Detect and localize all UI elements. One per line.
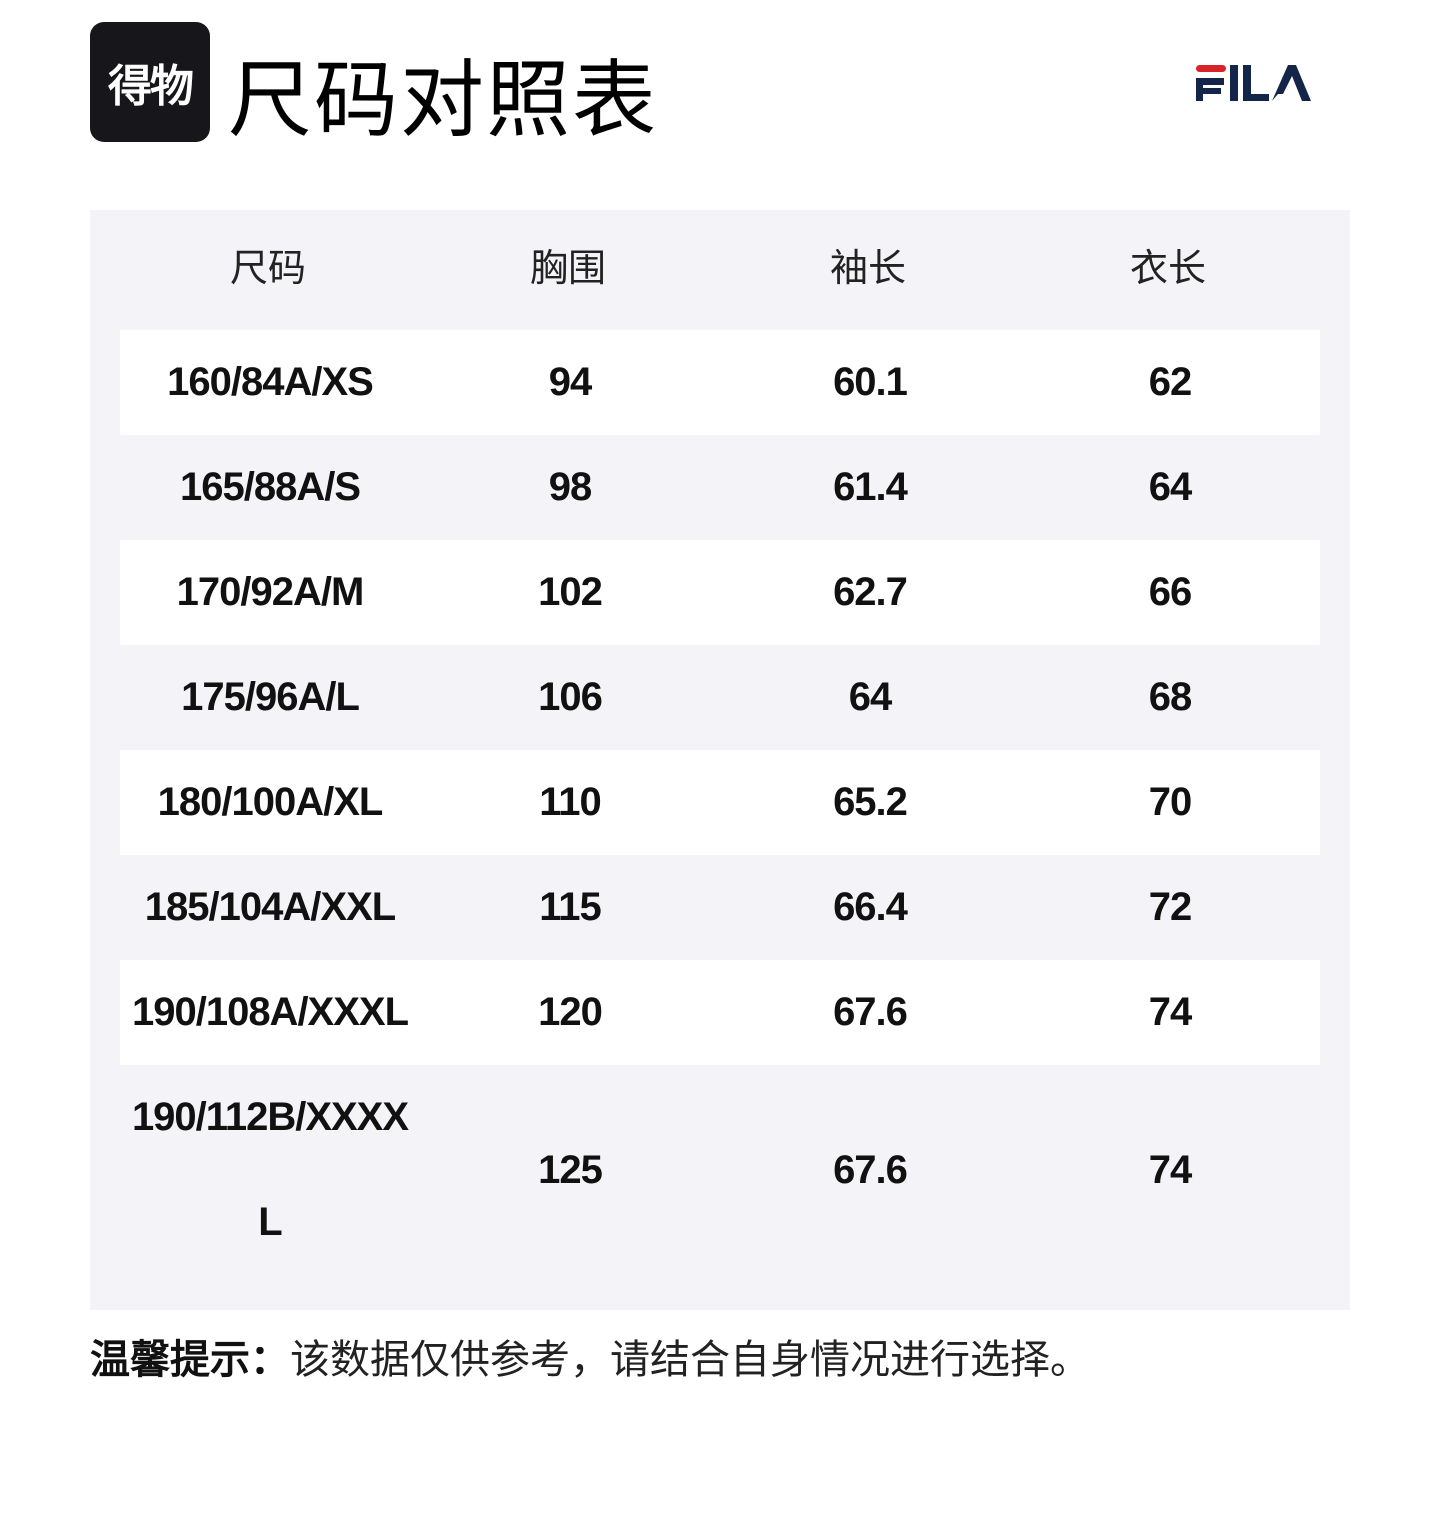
cell-chest: 102 [420,540,720,645]
cell-sleeve: 66.4 [720,855,1020,960]
cell-size: 175/96A/L [120,645,420,750]
cell-length: 74 [1020,1065,1320,1275]
cell-value: 66 [1148,570,1192,614]
cell-value: 190/108A/XXXL [131,990,409,1034]
cell-value: 98 [548,465,592,509]
cell-chest: 98 [420,435,720,540]
cell-sleeve: 64 [720,645,1020,750]
cell-size: 190/112B/XXXXL [120,1065,420,1275]
fila-logo [1196,65,1311,101]
cell-sleeve: 61.4 [720,435,1020,540]
table-row: 185/104A/XXL 115 66.4 72 [120,855,1320,960]
table-row: 160/84A/XS 94 60.1 62 [120,330,1320,435]
column-header-sleeve: 袖长 [829,246,906,290]
cell-size: 170/92A/M [120,540,420,645]
cell-sleeve: 65.2 [720,750,1020,855]
cell-value: 74 [1148,990,1192,1034]
cell-value: 64 [1148,465,1192,509]
cell-value: 185/104A/XXL [144,885,396,929]
cell-sleeve: 60.1 [720,330,1020,435]
logo-text: 得物 [108,61,194,112]
footer-text: 该数据仅供参考，请结合自身情况进行选择。 [290,1337,1090,1383]
cell-value: 64 [848,675,892,719]
cell-value: 165/88A/S [179,465,361,509]
cell-value: 61.4 [833,465,908,509]
cell-chest: 115 [420,855,720,960]
cell-value: 72 [1148,885,1192,929]
cell-length: 72 [1020,855,1320,960]
cell-value: 106 [538,675,603,719]
cell-length: 68 [1020,645,1320,750]
cell-value: 60.1 [833,360,908,404]
cell-size: 165/88A/S [120,435,420,540]
cell-value: 94 [548,360,592,404]
column-header-chest: 胸围 [529,246,606,290]
cell-chest: 120 [420,960,720,1065]
cell-value: 120 [538,990,603,1034]
table-row: 190/112B/XXXXL 125 67.6 74 [120,1065,1320,1275]
table-header: 尺码 胸围 袖长 衣长 [118,210,1318,330]
cell-value: 170/92A/M [176,570,365,614]
cell-value: 70 [1148,780,1192,824]
column-header-length: 衣长 [1129,246,1206,290]
cell-chest: 106 [420,645,720,750]
cell-size: 185/104A/XXL [120,855,420,960]
cell-sleeve: 67.6 [720,1065,1020,1275]
page-title: 尺码对照表 [228,51,659,149]
cell-chest: 94 [420,330,720,435]
cell-sleeve: 62.7 [720,540,1020,645]
cell-length: 70 [1020,750,1320,855]
cell-value: 62.7 [833,570,908,614]
cell-chest: 125 [420,1065,720,1275]
cell-length: 62 [1020,330,1320,435]
cell-value: 65.2 [833,780,908,824]
cell-value: 102 [538,570,603,614]
cell-value: 160/84A/XS [167,360,374,404]
cell-value: 67.6 [833,990,908,1034]
table-row: 175/96A/L 106 64 68 [120,645,1320,750]
cell-value: 110 [539,780,602,824]
cell-value: 62 [1148,360,1192,404]
cell-value: 66.4 [833,885,908,929]
cell-value: 125 [538,1147,603,1192]
cell-value: 180/100A/XL [157,780,384,824]
cell-value: 68 [1148,675,1192,719]
cell-value: 115 [539,885,602,929]
cell-value: 190/112B/XXXXL [131,1095,409,1244]
table-row: 165/88A/S 98 61.4 64 [120,435,1320,540]
dewu-logo: 得物 [90,22,210,142]
cell-length: 74 [1020,960,1320,1065]
cell-value: 74 [1148,1147,1193,1192]
footer-note: 温馨提示：该数据仅供参考，请结合自身情况进行选择。 [90,1330,1090,1390]
cell-length: 64 [1020,435,1320,540]
footer-label: 温馨提示： [90,1337,290,1383]
cell-value: 175/96A/L [181,675,360,719]
cell-size: 180/100A/XL [120,750,420,855]
cell-size: 190/108A/XXXL [120,960,420,1065]
cell-size: 160/84A/XS [120,330,420,435]
table-row: 170/92A/M 102 62.7 66 [120,540,1320,645]
column-header-size: 尺码 [229,246,306,290]
cell-chest: 110 [420,750,720,855]
size-table: 尺码 胸围 袖长 衣长 160/84A/XS 94 60.1 62 165/88A/S 9… [90,210,1350,1310]
table-row: 180/100A/XL 110 65.2 70 [120,750,1320,855]
cell-value: 67.6 [833,1147,908,1192]
table-row: 190/108A/XXXL 120 67.6 74 [120,960,1320,1065]
cell-length: 66 [1020,540,1320,645]
cell-sleeve: 67.6 [720,960,1020,1065]
